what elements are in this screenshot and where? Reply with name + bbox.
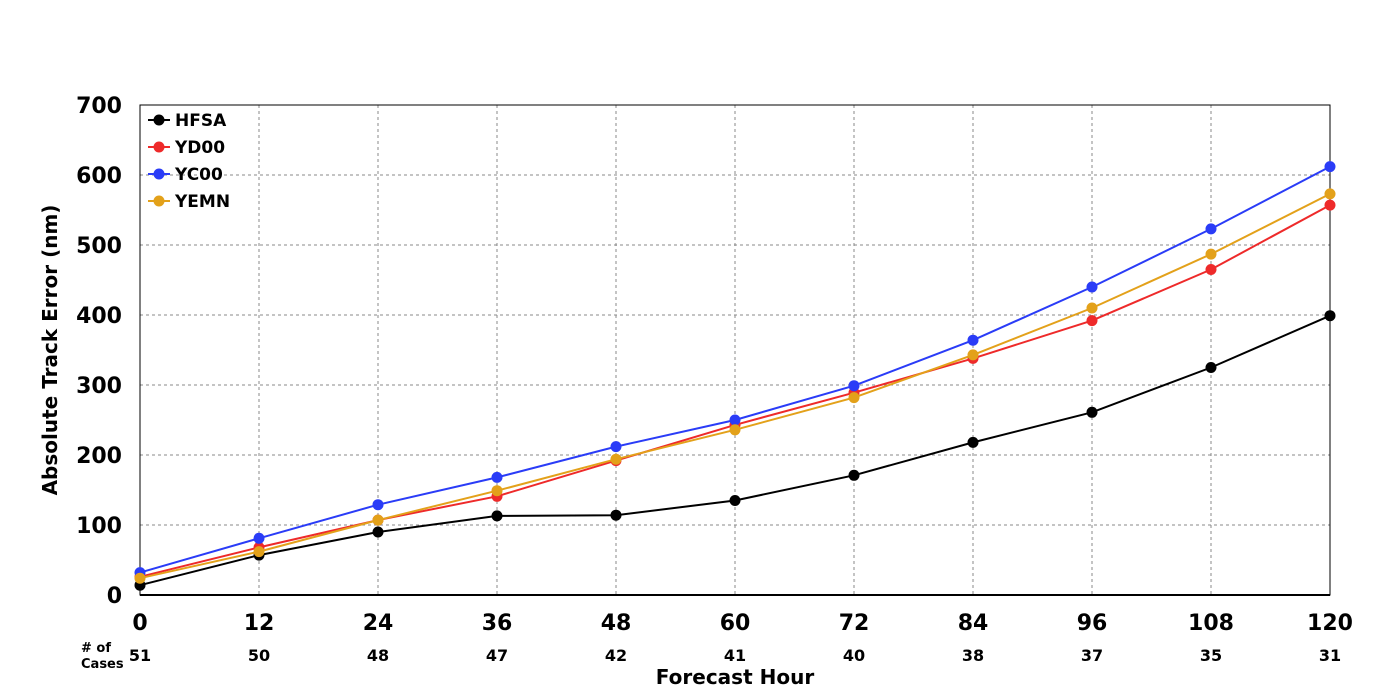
case-count: 50	[248, 646, 270, 665]
data-point-yemn	[372, 514, 384, 526]
y-tick-label: 500	[76, 234, 122, 259]
data-point-yemn	[729, 424, 741, 436]
data-point-yemn	[610, 453, 622, 465]
data-point-hfsa	[1205, 362, 1217, 373]
data-point-yc00	[253, 532, 265, 544]
data-point-yd00	[1086, 315, 1098, 327]
x-tick-label: 12	[244, 611, 275, 636]
data-point-hfsa	[1086, 406, 1098, 418]
data-point-yc00	[491, 471, 503, 483]
series-hfsa	[134, 310, 1336, 591]
x-tick-label: 120	[1307, 611, 1353, 636]
data-point-hfsa	[610, 509, 622, 521]
legend-label: YD00	[174, 138, 225, 158]
legend-marker	[153, 168, 165, 180]
series-yc00	[134, 161, 1336, 579]
case-count: 51	[129, 646, 151, 665]
series-yemn	[134, 188, 1336, 584]
y-axis-label: Absolute Track Error (nm)	[38, 205, 62, 496]
legend-marker	[153, 195, 165, 207]
y-tick-label: 700	[76, 94, 122, 119]
data-point-hfsa	[372, 526, 384, 538]
legend-item-yemn: YEMN	[148, 192, 230, 212]
x-tick-label: 72	[839, 611, 870, 636]
data-point-yemn	[134, 572, 146, 584]
case-count: 40	[843, 646, 865, 665]
x-tick-label: 48	[601, 611, 632, 636]
data-point-yemn	[491, 485, 503, 497]
x-tick-label: 0	[132, 611, 147, 636]
x-tick-label: 60	[720, 611, 751, 636]
data-point-yemn	[253, 546, 265, 558]
data-point-yc00	[1086, 281, 1098, 293]
case-count: 37	[1081, 646, 1103, 665]
y-tick-label: 0	[107, 584, 122, 609]
data-point-yemn	[1205, 248, 1217, 260]
x-axis-ticks: 0 12 24 36 48 60 72 84 96 108 120	[132, 611, 1353, 636]
case-count: 31	[1319, 646, 1341, 665]
legend-label: HFSA	[175, 111, 227, 131]
cases-row: 51 50 48 47 42 41 40 38 37 35 31	[129, 646, 1341, 665]
data-point-hfsa	[1324, 310, 1336, 322]
plot-area	[139, 104, 1331, 596]
legend-item-yc00: YC00	[148, 165, 223, 185]
data-point-yc00	[610, 441, 622, 453]
case-count: 41	[724, 646, 746, 665]
data-point-yc00	[848, 380, 860, 392]
data-point-yemn	[1086, 302, 1098, 314]
y-axis-ticks: 0 100 200 300 400 500 600 700	[76, 94, 122, 609]
x-tick-label: 108	[1188, 611, 1234, 636]
y-tick-label: 600	[76, 164, 122, 189]
x-tick-label: 36	[482, 611, 513, 636]
legend: HFSA YD00 YC00 YEMN	[148, 111, 230, 212]
legend-item-yd00: YD00	[148, 138, 225, 158]
data-point-yemn	[967, 349, 979, 361]
data-point-yemn	[848, 392, 860, 404]
data-point-hfsa	[967, 436, 979, 448]
case-count: 42	[605, 646, 627, 665]
case-count: 35	[1200, 646, 1222, 665]
x-axis-label: Forecast Hour	[656, 665, 815, 689]
cases-label-line2: Cases	[81, 657, 124, 672]
data-point-yc00	[729, 414, 741, 426]
legend-marker	[153, 114, 165, 126]
data-point-yc00	[1205, 223, 1217, 235]
legend-item-hfsa: HFSA	[148, 111, 227, 131]
data-point-hfsa	[729, 495, 741, 506]
case-count: 48	[367, 646, 389, 665]
legend-marker	[153, 141, 165, 153]
legend-label: YC00	[174, 165, 223, 185]
data-point-yd00	[1205, 264, 1217, 275]
data-point-yc00	[372, 499, 384, 511]
x-tick-label: 84	[958, 611, 989, 636]
legend-label: YEMN	[174, 192, 230, 212]
y-tick-label: 100	[76, 514, 122, 539]
data-point-hfsa	[848, 469, 860, 481]
y-tick-label: 200	[76, 444, 122, 469]
y-tick-label: 400	[76, 304, 122, 329]
data-point-hfsa	[491, 510, 503, 522]
data-point-yemn	[1324, 188, 1336, 200]
x-tick-label: 96	[1077, 611, 1108, 636]
series-layer	[134, 161, 1336, 591]
x-tick-label: 24	[363, 611, 394, 636]
case-count: 47	[486, 646, 508, 665]
data-point-yc00	[967, 334, 979, 346]
cases-label-line1: # of	[81, 641, 111, 656]
data-point-yc00	[1324, 161, 1336, 173]
data-point-yd00	[1324, 199, 1336, 211]
y-tick-label: 300	[76, 374, 122, 399]
case-count: 38	[962, 646, 984, 665]
